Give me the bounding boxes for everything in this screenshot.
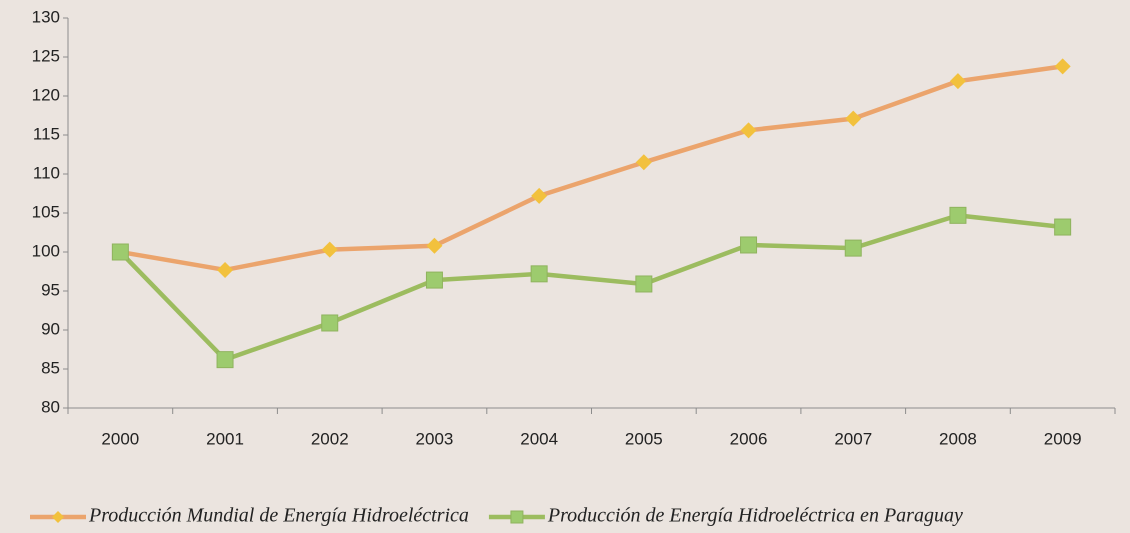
y-tick-label: 105 <box>32 202 60 221</box>
legend-label: Producción de Energía Hidroeléctrica en … <box>547 505 963 527</box>
marker <box>949 73 966 90</box>
marker <box>740 236 758 254</box>
marker <box>321 241 338 258</box>
marker <box>1054 58 1071 75</box>
x-tick-label: 2009 <box>1044 429 1082 448</box>
marker <box>52 511 64 523</box>
y-tick-label: 115 <box>33 124 60 143</box>
y-tick-label: 130 <box>32 7 60 26</box>
marker <box>845 110 862 127</box>
y-tick-label: 110 <box>33 163 60 182</box>
x-tick-label: 2007 <box>834 429 872 448</box>
y-tick-label: 80 <box>41 397 60 416</box>
marker <box>531 187 548 204</box>
marker <box>530 265 548 283</box>
marker <box>217 261 234 278</box>
x-tick-label: 2008 <box>939 429 977 448</box>
y-tick-label: 85 <box>41 358 60 377</box>
marker <box>635 275 653 293</box>
series-line <box>119 64 1063 273</box>
y-tick-label: 90 <box>41 319 60 338</box>
y-tick-label: 120 <box>32 85 60 104</box>
marker <box>635 154 652 171</box>
marker <box>321 314 339 332</box>
series-line <box>118 213 1063 362</box>
x-tick-label: 2006 <box>730 429 768 448</box>
marker <box>844 239 862 257</box>
x-tick-label: 2003 <box>416 429 454 448</box>
x-tick-label: 2005 <box>625 429 663 448</box>
y-tick-label: 95 <box>41 280 60 299</box>
x-tick-label: 2000 <box>101 429 139 448</box>
marker <box>426 237 443 254</box>
marker <box>740 122 757 139</box>
marker <box>216 351 234 369</box>
marker <box>949 206 967 224</box>
legend-label: Producción Mundial de Energía Hidroeléct… <box>88 505 469 527</box>
marker <box>111 243 129 261</box>
marker <box>510 510 524 524</box>
x-tick-label: 2001 <box>206 429 244 448</box>
y-tick-label: 100 <box>32 241 60 260</box>
y-tick-label: 125 <box>32 46 60 65</box>
x-tick-label: 2004 <box>520 429 558 448</box>
marker <box>425 271 443 289</box>
x-tick-label: 2002 <box>311 429 349 448</box>
marker <box>1054 218 1072 236</box>
legend: Producción Mundial de Energía Hidroeléct… <box>30 505 963 527</box>
